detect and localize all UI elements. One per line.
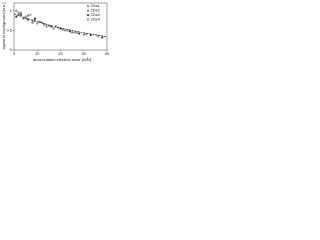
legend-label: 2Ds3 [91,12,101,17]
data-point [19,11,23,14]
data-point [26,14,30,17]
data-point [22,17,25,20]
data-point [71,31,74,34]
y-tick-label: 0.5 [6,27,12,32]
data-point [17,11,20,14]
x-axis-label: accumulated electron dose [e/Å²] [33,57,91,62]
x-tick-label: 10 [35,51,40,56]
data-point [82,33,85,36]
legend-marker [86,13,90,17]
legend-marker [86,4,90,8]
data-point [96,35,99,38]
legend-label: 2Ds4 [91,17,101,22]
y-tick-label: 0 [10,47,13,52]
data-point [45,25,48,28]
page: accumulated electron dose [e/Å²] signal … [0,0,320,65]
data-point [36,22,39,25]
data-point [68,30,71,33]
chart: accumulated electron dose [e/Å²] signal … [1,3,110,63]
data-point [101,36,104,39]
data-point [15,9,18,12]
y-axis-label: signal to background [a.u.] [1,3,6,50]
data-point [33,17,37,20]
x-tick-label: 20 [58,51,63,56]
data-point [15,15,18,18]
trend-line [13,13,108,37]
data-point [73,31,76,34]
data-point [77,32,81,35]
legend-marker [86,18,90,21]
x-tick-label: 30 [82,51,87,56]
data-point [75,31,78,34]
legend-marker [86,9,90,12]
data-point [29,13,32,16]
data-point [19,13,23,16]
data-point [64,29,67,32]
data-point [89,34,92,37]
y-tick-label: 1 [10,8,13,13]
data-point [52,27,55,30]
x-tick-label: 40 [105,51,110,56]
legend-label: 2Ds1 [91,3,101,8]
data-point [84,33,88,36]
legend-label: 2Ds2 [91,8,101,13]
data-point [31,21,34,24]
x-tick-label: 0 [13,51,16,56]
